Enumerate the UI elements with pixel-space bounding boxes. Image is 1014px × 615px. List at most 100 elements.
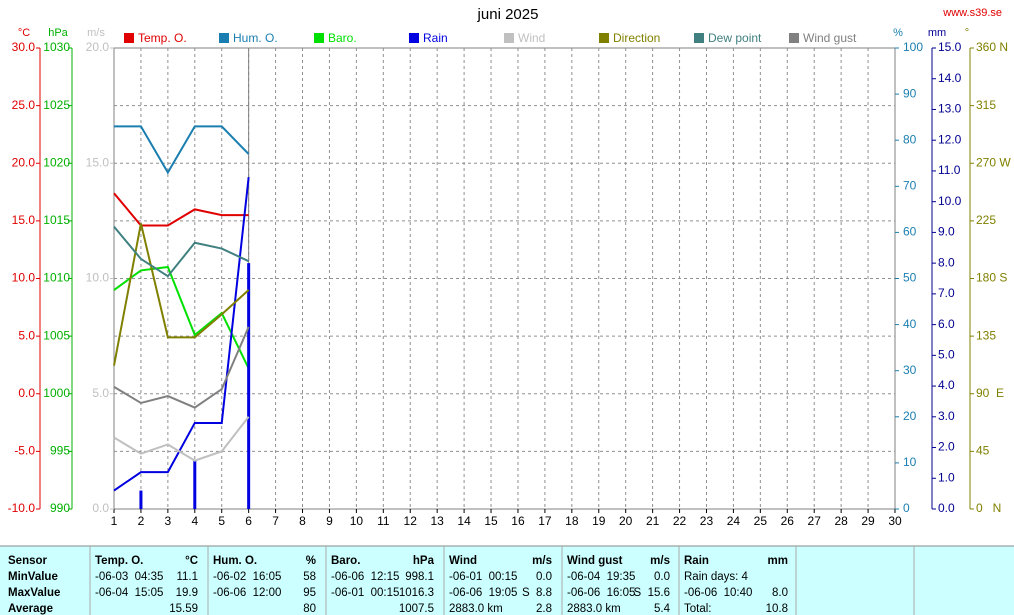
cell-text: 2883.0 km [567,603,621,615]
y-tick-label: 0.0 [92,501,109,515]
table-header: Wind [449,555,477,567]
cell-text: 2883.0 km [449,603,503,615]
cell-text: -06-06 19:05 [449,587,517,599]
cell-value: 0.0 [654,571,670,583]
y-tick-label: 5.0 [938,348,955,362]
y-tick-label: 225 [976,213,996,227]
x-tick-label: 16 [511,514,525,528]
cell-text: -06-06 10:40 [684,587,752,599]
legend-label: Hum. O. [233,31,278,45]
axis-unit: mm [928,27,946,39]
y-tick-label: 10.0 [938,194,962,208]
x-tick-label: 19 [592,514,606,528]
y-tick-label: 990 [50,501,70,515]
x-tick-label: 14 [457,514,471,528]
x-tick-label: 12 [404,514,418,528]
x-tick-label: 20 [619,514,633,528]
y-tick-label: 13.0 [938,102,962,116]
cell-value: 0.0 [536,571,552,583]
cell-value: 8.0 [772,587,788,599]
y-tick-label: 10.0 [12,271,36,285]
x-tick-label: 9 [326,514,333,528]
x-tick-label: 2 [138,514,145,528]
cell-text: -06-04 19:35 [567,571,635,583]
row-label: MaxValue [8,587,60,599]
y-tick-label: 40 [903,317,917,331]
series-line [113,192,249,227]
y-tick-label: 360 N [976,40,1008,54]
cell-text: -06-01 00:15 [331,587,399,599]
table-header: Temp. O. [95,555,143,567]
cell-text: -06-03 04:35 [95,571,163,583]
table-unit: hPa [413,555,435,567]
cell-value: 5.4 [654,603,671,615]
y-tick-label: 80 [903,132,917,146]
x-tick-label: 11 [377,514,390,528]
series-line [113,223,250,366]
y-tick-label: 100 [903,40,923,54]
axis-unit: m/s [87,27,105,39]
cell-value: 1016.3 [399,587,434,599]
series-line [114,125,250,175]
row-label: MinValue [8,571,58,583]
y-tick-label: 1015 [43,213,70,227]
legend-swatch [694,33,704,43]
x-tick-label: 27 [808,514,822,528]
y-tick-label: 70 [903,178,917,192]
y-tick-label: 30.0 [12,40,36,54]
x-tick-label: 17 [538,514,552,528]
legend-swatch [599,33,609,43]
y-tick-label: 9.0 [938,225,955,239]
y-tick-label: 45 [976,444,990,458]
x-tick-label: 1 [111,514,118,528]
y-tick-label: 0 [903,501,910,515]
y-tick-label: -10.0 [8,501,36,515]
table-header: Wind gust [567,555,623,567]
x-tick-label: 6 [245,514,252,528]
y-tick-label: 14.0 [938,71,962,85]
legend-swatch [124,33,134,43]
y-tick-label: 1000 [43,386,70,400]
y-tick-label: 270 W [976,155,1011,169]
legend-label: Wind [518,31,545,45]
x-tick-label: 10 [350,514,364,528]
y-tick-label: 25.0 [12,98,36,112]
y-tick-label: 20.0 [86,40,110,54]
cell-value: 19.9 [176,587,198,599]
table-header: Sensor [8,555,48,567]
y-tick-label: 11.0 [938,163,961,177]
y-tick-label: 90 [903,86,917,100]
cell-value: 80 [303,603,316,615]
y-tick-label: 315 [976,98,996,112]
x-tick-label: 3 [165,514,172,528]
table: Sensor Temp. O. °C Hum. O.% Baro. hPa Wind m/s W… [8,546,915,615]
rain-bar [247,263,251,509]
axis-unit: °C [18,27,30,39]
cell-text: -06-06 12:00 [213,587,281,599]
x-tick-label: 29 [861,514,875,528]
y-tick-label: 20 [903,409,917,423]
cell-value: S 8.8 [522,587,552,599]
x-tick-label: 13 [430,514,444,528]
y-tick-label: 8.0 [938,255,955,269]
cell-value: S 15.6 [634,587,670,599]
series-line [113,326,250,409]
cell-text: -06-02 16:05 [213,571,281,583]
cell-value: 58 [303,571,316,583]
y-tick-label: 7.0 [938,286,955,300]
y-tick-label: 1.0 [938,470,955,484]
table-header: Baro. [331,555,360,567]
y-tick-label: 0.0 [938,501,955,515]
y-tick-label: 6.0 [938,317,955,331]
y-tick-label: 20.0 [12,155,36,169]
legend-swatch [409,33,419,43]
y-tick-label: 1030 [43,40,70,54]
cell-value: 15.59 [169,603,198,615]
cell-value: 2.8 [536,603,552,615]
x-tick-label: 26 [781,514,795,528]
cell-text: Total: [684,603,712,615]
table-unit: % [306,555,316,567]
legend-label: Rain [423,31,448,45]
